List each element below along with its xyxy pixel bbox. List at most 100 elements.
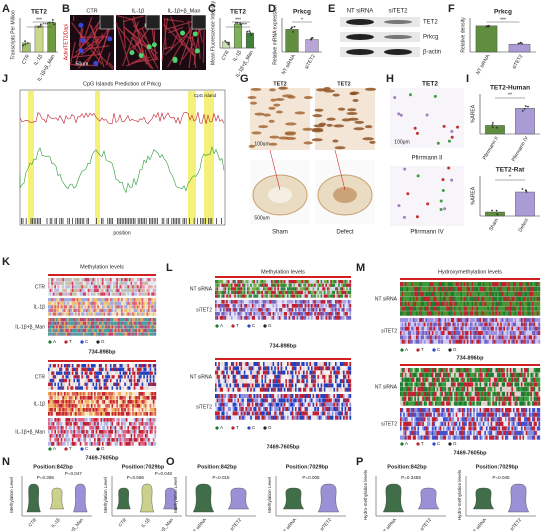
methylation-cell (215, 290, 217, 295)
methylation-cell (125, 382, 128, 386)
methylation-cell (497, 282, 499, 287)
methylation-cell (296, 287, 299, 291)
methylation-cell (136, 298, 139, 302)
methylation-cell (94, 426, 96, 430)
cg-site (54, 218, 56, 224)
methylation-cell (223, 398, 225, 403)
cell (311, 127, 324, 131)
methylation-cell (248, 411, 251, 416)
methylation-cell (275, 308, 278, 312)
methylation-cell (215, 370, 217, 375)
methylation-cell (105, 396, 107, 400)
methylation-cell (288, 379, 291, 384)
methylation-cell (62, 332, 65, 336)
methylation-cell (406, 282, 409, 287)
methylation-cell (140, 430, 142, 434)
image-title: TET2 (422, 81, 438, 88)
methylation-cell (151, 392, 154, 396)
methylation-cell (258, 415, 260, 420)
methylation-cell (59, 396, 61, 400)
methylation-cell (347, 379, 350, 384)
methylation-cell (474, 286, 477, 292)
methylation-cell (152, 318, 155, 322)
methylation-cell (95, 312, 98, 316)
methylation-cell (306, 374, 308, 379)
methylation-cell (148, 375, 150, 379)
methylation-cell (414, 282, 417, 287)
methylation-cell (151, 404, 154, 408)
methylation-cell (65, 321, 68, 325)
methylation-cell (439, 286, 442, 292)
methylation-cell (152, 278, 155, 282)
methylation-cell (92, 378, 95, 383)
methylation-cell (239, 398, 241, 403)
nucleus (172, 57, 178, 63)
methylation-cell (243, 411, 246, 416)
methylation-cell (52, 312, 55, 316)
methylation-cell (70, 278, 73, 282)
methylation-cell (311, 290, 313, 295)
methylation-cell (215, 287, 217, 291)
methylation-cell (116, 325, 119, 329)
cell (450, 135, 454, 139)
methylation-cell (78, 301, 80, 305)
methylation-cell (253, 383, 256, 388)
methylation-cell (51, 375, 53, 379)
methylation-cell (221, 411, 224, 416)
methylation-cell (299, 308, 302, 312)
methylation-cell (55, 298, 58, 302)
methylation-cell (100, 367, 103, 372)
methylation-cell (143, 408, 146, 412)
methylation-cell (279, 374, 281, 379)
methylation-cell (224, 304, 227, 308)
methylation-cell (94, 404, 96, 408)
methylation-cell (135, 332, 138, 336)
cell (250, 101, 258, 105)
methylation-cell (152, 308, 155, 313)
methylation-cell (229, 402, 232, 407)
methylation-cell (121, 438, 123, 442)
methylation-cell (508, 282, 510, 287)
methylation-cell (346, 290, 348, 295)
methylation-cell (226, 411, 228, 416)
methylation-cell (132, 288, 134, 293)
methylation-cell (243, 283, 246, 287)
methylation-cell (338, 383, 340, 388)
methylation-cell (65, 438, 68, 442)
methylation-cell (135, 305, 138, 309)
methylation-cell (111, 285, 114, 289)
methylation-cell (59, 278, 61, 282)
methylation-cell (117, 378, 120, 383)
methylation-cell (248, 387, 251, 392)
methylation-cell (79, 288, 82, 293)
methylation-cell (245, 300, 248, 304)
methylation-cell (234, 280, 236, 284)
methylation-cell (333, 362, 336, 366)
methylation-cell (307, 387, 310, 392)
methylation-cell (339, 290, 342, 295)
methylation-cell (140, 292, 142, 296)
methylation-cell (135, 364, 138, 368)
methylation-cell (89, 400, 92, 404)
methylation-cell (141, 367, 144, 372)
methylation-cell (84, 298, 87, 302)
methylation-cell (119, 298, 122, 302)
methylation-cell (224, 366, 227, 371)
methylation-cell (154, 378, 157, 383)
methylation-cell (71, 371, 74, 375)
cg-site (123, 218, 125, 224)
methylation-cell (73, 364, 76, 368)
methylation-cell (343, 283, 345, 287)
methylation-cell (89, 375, 92, 379)
methylation-cell (234, 300, 236, 304)
methylation-cell (299, 398, 302, 403)
methylation-cell (275, 366, 278, 371)
methylation-cell (116, 422, 119, 426)
methylation-cell (259, 383, 262, 388)
methylation-cell (296, 290, 299, 295)
methylation-cell (122, 308, 125, 313)
methylation-cell (57, 305, 60, 309)
methylation-cell (327, 415, 329, 420)
methylation-cell (253, 394, 256, 399)
